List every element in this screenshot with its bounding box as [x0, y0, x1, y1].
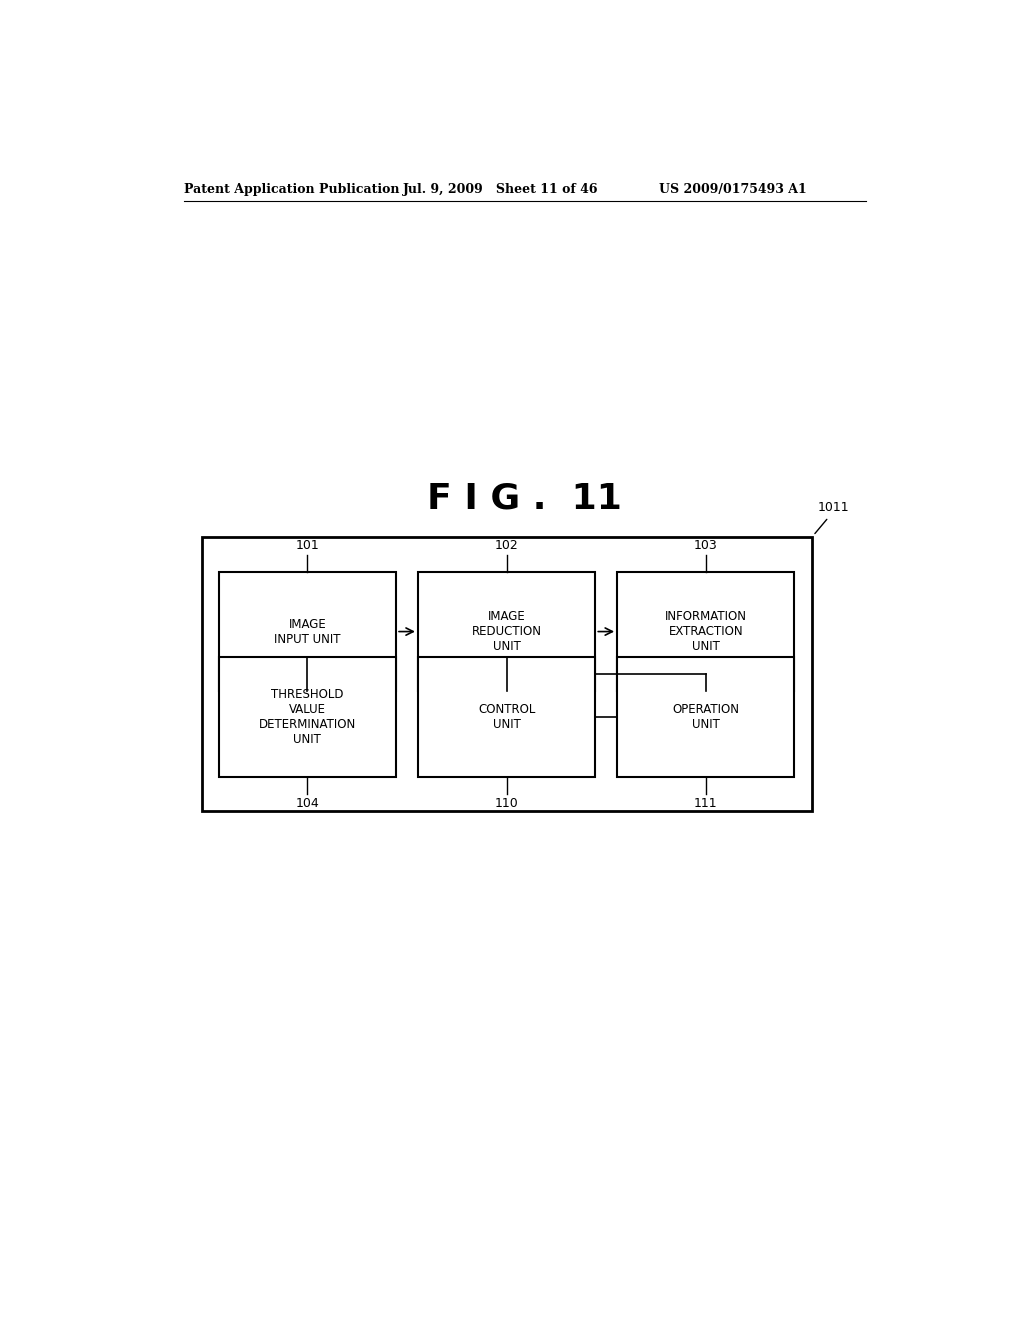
Bar [219, 572, 396, 692]
Text: 102: 102 [495, 539, 518, 552]
Text: INFORMATION
EXTRACTION
UNIT: INFORMATION EXTRACTION UNIT [665, 610, 746, 653]
Text: 1011: 1011 [818, 502, 849, 515]
Bar [202, 537, 812, 812]
Bar [617, 572, 795, 692]
Text: IMAGE
REDUCTION
UNIT: IMAGE REDUCTION UNIT [472, 610, 542, 653]
Bar [219, 657, 396, 776]
Bar [617, 657, 795, 776]
Text: 110: 110 [495, 797, 518, 809]
Text: THRESHOLD
VALUE
DETERMINATION
UNIT: THRESHOLD VALUE DETERMINATION UNIT [259, 688, 356, 746]
Text: US 2009/0175493 A1: US 2009/0175493 A1 [658, 183, 807, 197]
Text: Patent Application Publication: Patent Application Publication [183, 183, 399, 197]
Text: F I G .  11: F I G . 11 [427, 482, 623, 516]
Text: 104: 104 [296, 797, 319, 809]
Text: 103: 103 [694, 539, 718, 552]
Bar [418, 572, 595, 692]
Bar [418, 657, 595, 776]
Text: CONTROL
UNIT: CONTROL UNIT [478, 704, 536, 731]
Text: 101: 101 [296, 539, 319, 552]
Text: Jul. 9, 2009   Sheet 11 of 46: Jul. 9, 2009 Sheet 11 of 46 [403, 183, 599, 197]
Text: 111: 111 [694, 797, 718, 809]
Text: OPERATION
UNIT: OPERATION UNIT [673, 704, 739, 731]
Text: IMAGE
INPUT UNIT: IMAGE INPUT UNIT [274, 618, 341, 645]
